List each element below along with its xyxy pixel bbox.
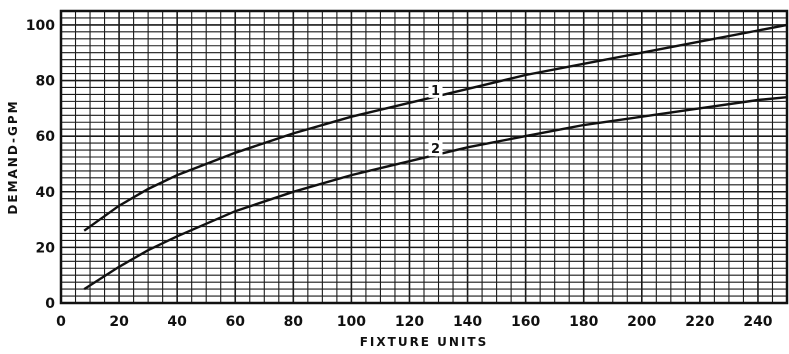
grid	[61, 11, 787, 303]
x-tick-labels: 0 20 40 60 80 100 120 140 160 180 200 220 240	[56, 314, 773, 330]
series-label-1: 1	[431, 84, 440, 99]
x-tick-label: 80	[284, 314, 304, 330]
series-line-2	[83, 96, 788, 291]
x-tick-label: 240	[743, 314, 772, 330]
y-axis-title: DEMAND-GPM	[6, 99, 20, 214]
x-tick-label: 200	[627, 314, 656, 330]
x-tick-label: 20	[109, 314, 129, 330]
x-tick-label: 40	[167, 314, 187, 330]
x-tick-label: 180	[569, 314, 598, 330]
series-line-1	[83, 23, 788, 232]
y-tick-label: 60	[36, 129, 56, 145]
y-tick-label: 0	[45, 296, 55, 312]
x-tick-label: 0	[56, 314, 66, 330]
x-axis-title: FIXTURE UNITS	[360, 335, 489, 349]
y-tick-label: 20	[36, 240, 56, 256]
x-tick-label: 100	[337, 314, 366, 330]
y-tick-label: 80	[36, 74, 56, 90]
series-group: 12	[83, 23, 788, 291]
y-tick-label: 100	[26, 18, 55, 34]
x-tick-label: 120	[395, 314, 424, 330]
x-tick-label: 140	[453, 314, 482, 330]
y-tick-labels: 0 20 40 60 80 100	[26, 18, 55, 312]
series-label-2: 2	[431, 142, 440, 157]
y-tick-label: 40	[36, 185, 56, 201]
plot-frame	[59, 9, 789, 305]
x-tick-label: 220	[685, 314, 714, 330]
series-label-bg	[428, 81, 443, 98]
x-tick-label: 160	[511, 314, 540, 330]
series-label-bg	[428, 140, 443, 157]
x-tick-label: 60	[225, 314, 245, 330]
